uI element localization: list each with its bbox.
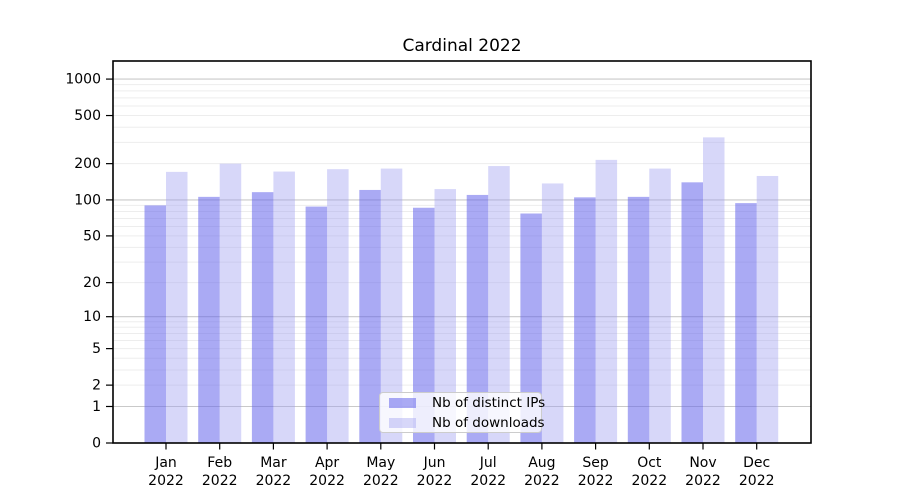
bar-distinct-ips-jan bbox=[144, 205, 166, 443]
bar-distinct-ips-sep bbox=[574, 197, 596, 443]
x-tick-label-month: Mar bbox=[260, 455, 287, 471]
legend-label-distinct-ips: Nb of distinct IPs bbox=[432, 394, 546, 411]
x-tick-label-month: Jul bbox=[479, 455, 497, 471]
legend: Nb of distinct IPs Nb of downloads bbox=[379, 392, 545, 433]
x-tick-label-year: 2022 bbox=[470, 473, 506, 489]
legend-swatch-distinct-ips-icon bbox=[389, 397, 416, 408]
y-tick-label: 1 bbox=[92, 399, 101, 415]
bar-downloads-dec bbox=[756, 175, 779, 443]
bar-distinct-ips-feb bbox=[198, 196, 220, 443]
bar-downloads-apr bbox=[327, 169, 349, 443]
y-tick-label: 0 bbox=[92, 436, 101, 452]
legend-swatch-downloads-icon bbox=[389, 417, 416, 428]
y-tick-label: 500 bbox=[74, 108, 101, 124]
y-tick-label: 20 bbox=[83, 275, 101, 291]
x-tick-label-month: Jan bbox=[154, 455, 177, 471]
bar-downloads-jan bbox=[166, 171, 188, 443]
x-tick-label-year: 2022 bbox=[739, 473, 775, 489]
legend-label-downloads: Nb of downloads bbox=[432, 414, 545, 431]
x-tick-label-year: 2022 bbox=[202, 473, 238, 489]
bar-downloads-aug bbox=[541, 183, 564, 443]
bar-downloads-sep bbox=[595, 159, 618, 443]
bar-downloads-jun bbox=[434, 189, 456, 443]
bar-distinct-ips-oct bbox=[627, 196, 650, 443]
y-tick-label: 100 bbox=[74, 192, 101, 208]
x-tick-label-month: May bbox=[366, 455, 395, 471]
y-tick-label: 1000 bbox=[65, 72, 101, 88]
x-tick-label-year: 2022 bbox=[148, 473, 184, 489]
x-tick-label-month: Feb bbox=[207, 455, 232, 471]
y-tick-label: 50 bbox=[83, 228, 101, 244]
x-tick-label-month: Sep bbox=[582, 455, 609, 471]
bar-distinct-ips-apr bbox=[305, 206, 328, 443]
x-tick-label-month: Apr bbox=[315, 455, 339, 471]
chart-title: Cardinal 2022 bbox=[402, 36, 522, 56]
x-tick-label-month: Nov bbox=[689, 455, 716, 471]
bar-distinct-ips-may bbox=[359, 189, 381, 443]
x-tick-label-year: 2022 bbox=[631, 473, 667, 489]
y-tick-label: 10 bbox=[83, 309, 101, 325]
plot-border bbox=[112, 60, 812, 444]
bar-downloads-nov bbox=[703, 137, 725, 443]
x-tick-label-year: 2022 bbox=[524, 473, 560, 489]
bar-downloads-oct bbox=[649, 168, 671, 443]
bar-distinct-ips-mar bbox=[251, 192, 274, 443]
bar-distinct-ips-jul bbox=[466, 194, 489, 443]
x-tick-label-month: Dec bbox=[743, 455, 770, 471]
bar-distinct-ips-aug bbox=[520, 213, 542, 443]
bar-downloads-may bbox=[380, 168, 403, 443]
bar-distinct-ips-dec bbox=[735, 203, 757, 443]
x-tick-label-year: 2022 bbox=[578, 473, 614, 489]
x-tick-label-year: 2022 bbox=[309, 473, 345, 489]
x-tick-label-month: Oct bbox=[637, 455, 662, 471]
bar-downloads-jul bbox=[488, 166, 510, 443]
x-tick-label-year: 2022 bbox=[363, 473, 399, 489]
legend-item-downloads: Nb of downloads bbox=[380, 414, 545, 432]
bar-downloads-mar bbox=[273, 171, 295, 443]
x-tick-label-year: 2022 bbox=[685, 473, 721, 489]
x-tick-label-year: 2022 bbox=[256, 473, 292, 489]
y-tick-label: 5 bbox=[92, 341, 101, 357]
bar-distinct-ips-nov bbox=[681, 182, 703, 444]
x-tick-label-month: Jun bbox=[423, 455, 446, 471]
legend-item-distinct-ips: Nb of distinct IPs bbox=[380, 394, 545, 412]
y-tick-label: 2 bbox=[92, 378, 101, 394]
y-tick-label: 200 bbox=[74, 156, 101, 172]
x-tick-label-month: Aug bbox=[528, 455, 555, 471]
bar-downloads-feb bbox=[219, 163, 242, 443]
bar-distinct-ips-jun bbox=[413, 207, 435, 443]
x-tick-label-year: 2022 bbox=[417, 473, 453, 489]
